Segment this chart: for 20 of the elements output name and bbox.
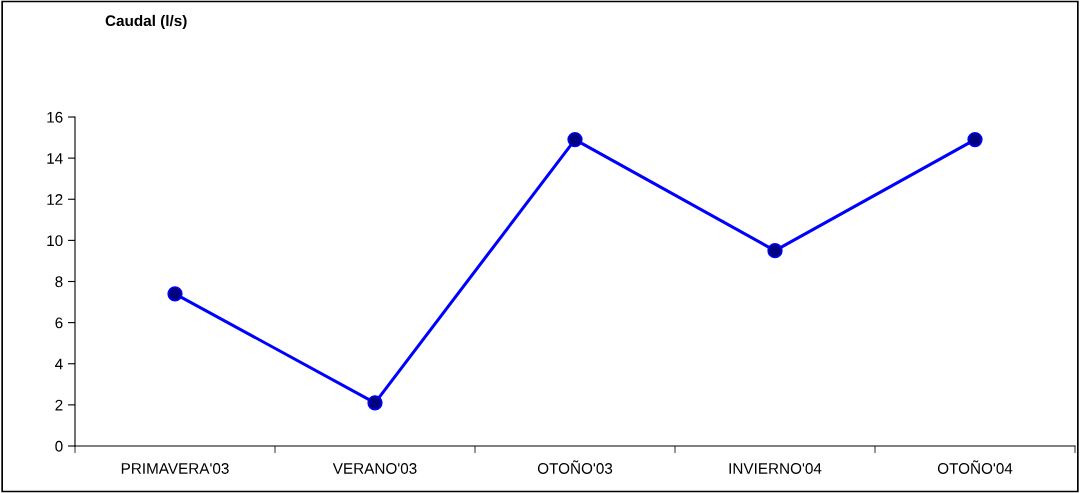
point: [167, 286, 183, 302]
point: [567, 131, 583, 148]
point: [967, 131, 983, 148]
x-tick-label: PRIMAVERA'03: [121, 463, 229, 474]
point: [767, 243, 783, 259]
y-tick-label: 8: [55, 276, 63, 288]
x-tick-label: INVIERNO'04: [729, 463, 822, 474]
y-tick-label: 6: [55, 317, 63, 329]
x-tick-label: VERANO'03: [332, 463, 417, 474]
x-tick-label: OTOÑO'04: [937, 460, 1013, 474]
point: [367, 395, 383, 411]
y-tick-label: 4: [55, 358, 63, 370]
y-tick-label: 2: [55, 399, 63, 411]
text: Caudal (l/s): [105, 14, 187, 30]
y-tick-label: 16: [47, 111, 63, 123]
y-tick-label: 12: [47, 194, 63, 205]
y-tick-label: 10: [47, 235, 63, 247]
y-tick-label: 14: [47, 153, 63, 164]
y-tick-label: 0: [55, 440, 63, 452]
x-tick-label: OTOÑO'03: [537, 460, 613, 474]
